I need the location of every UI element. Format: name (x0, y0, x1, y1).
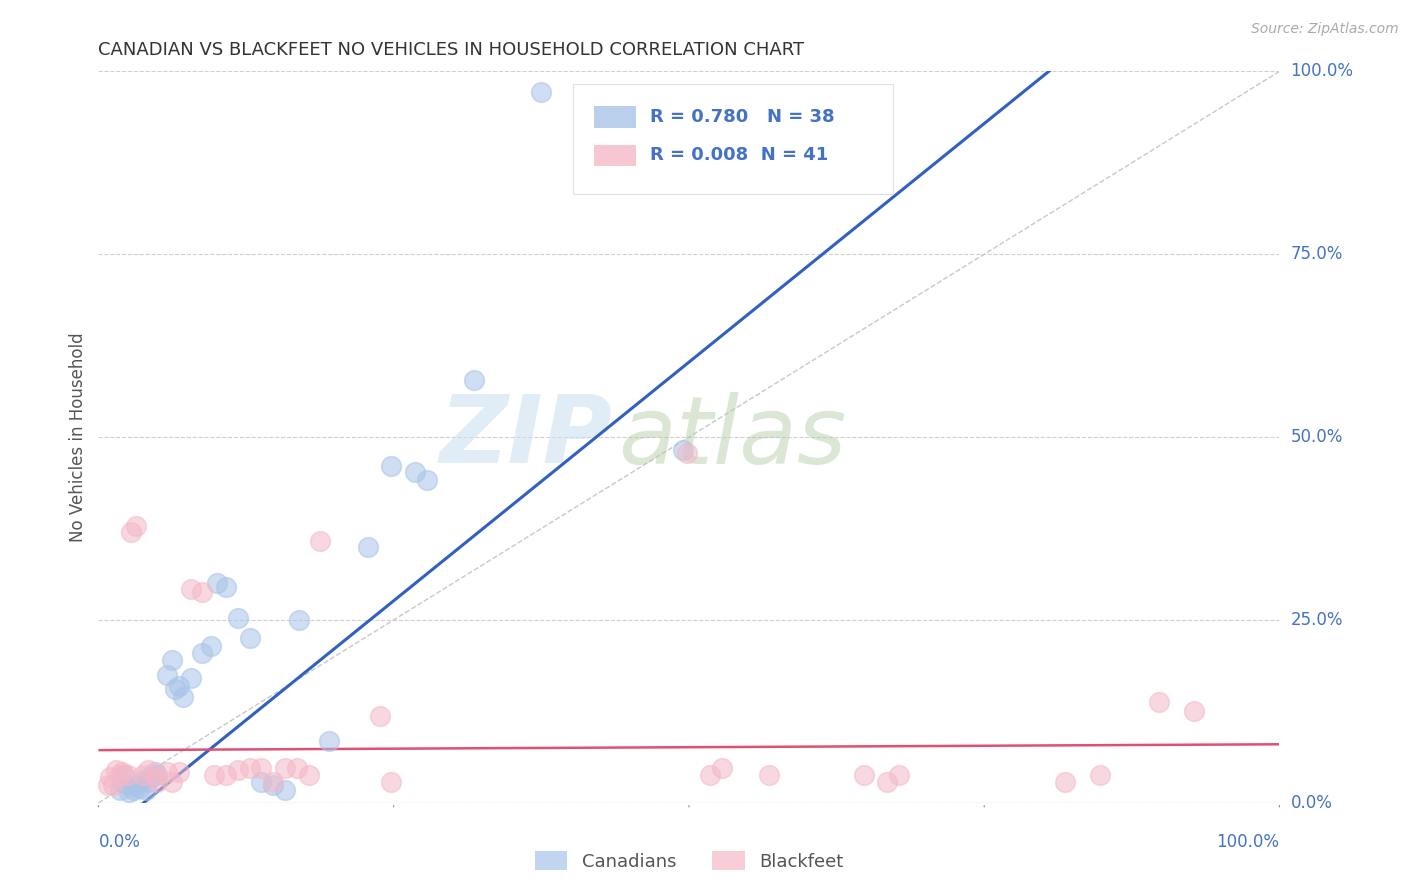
Point (111, 765, 134, 780)
Point (463, 373, 485, 387)
Text: R = 0.780   N = 38: R = 0.780 N = 38 (650, 108, 835, 126)
Point (1053, 775, 1076, 789)
Point (108, 782, 131, 797)
Point (368, 709, 391, 723)
Point (205, 576, 228, 591)
Point (239, 761, 262, 775)
Point (876, 775, 898, 789)
Point (146, 768, 169, 782)
Point (202, 768, 225, 782)
Point (167, 765, 190, 780)
Point (156, 765, 179, 780)
FancyBboxPatch shape (574, 84, 893, 194)
Point (250, 775, 273, 789)
Point (226, 611, 249, 625)
Text: 100.0%: 100.0% (1291, 62, 1354, 80)
Point (380, 459, 402, 474)
Text: 0.0%: 0.0% (98, 833, 141, 851)
Point (239, 632, 262, 646)
Point (97, 778, 120, 792)
Point (200, 639, 222, 653)
Point (191, 585, 214, 599)
FancyBboxPatch shape (595, 145, 636, 167)
Point (262, 775, 284, 789)
Point (131, 773, 153, 788)
Point (112, 768, 135, 782)
Point (309, 533, 332, 548)
Text: 25.0%: 25.0% (1291, 611, 1343, 629)
Point (1184, 705, 1206, 719)
Point (711, 761, 734, 775)
Point (118, 785, 141, 799)
Point (672, 443, 695, 458)
Point (156, 667, 179, 681)
Point (357, 540, 380, 554)
Point (699, 768, 721, 782)
FancyBboxPatch shape (595, 106, 636, 128)
Point (132, 768, 155, 782)
Text: Source: ZipAtlas.com: Source: ZipAtlas.com (1251, 22, 1399, 37)
Text: 75.0%: 75.0% (1291, 245, 1343, 263)
Text: atlas: atlas (619, 392, 846, 483)
Point (136, 763, 159, 777)
Point (274, 761, 297, 775)
Point (125, 519, 148, 533)
Point (262, 778, 284, 792)
Point (125, 778, 148, 792)
Point (250, 761, 273, 775)
Text: R = 0.008  N = 41: R = 0.008 N = 41 (650, 146, 828, 164)
Point (117, 768, 139, 782)
Point (675, 446, 697, 460)
Point (160, 653, 183, 667)
Point (121, 525, 143, 540)
Point (758, 768, 780, 782)
Point (889, 768, 911, 782)
Point (136, 775, 159, 789)
Text: 100.0%: 100.0% (1216, 833, 1279, 851)
Point (122, 782, 145, 797)
Point (160, 775, 183, 789)
Text: 50.0%: 50.0% (1291, 428, 1343, 446)
Point (226, 763, 249, 777)
Point (111, 775, 134, 789)
Point (180, 672, 202, 686)
Point (1147, 695, 1170, 709)
Point (108, 768, 131, 782)
Point (852, 768, 875, 782)
Text: 0.0%: 0.0% (1291, 794, 1333, 812)
Point (285, 761, 308, 775)
Point (101, 778, 124, 792)
Point (288, 613, 311, 627)
Point (98, 770, 121, 784)
Point (298, 768, 321, 782)
Point (1088, 768, 1111, 782)
Text: CANADIAN VS BLACKFEET NO VEHICLES IN HOUSEHOLD CORRELATION CHART: CANADIAN VS BLACKFEET NO VEHICLES IN HOU… (98, 41, 804, 59)
Y-axis label: No Vehicles in Household: No Vehicles in Household (69, 332, 87, 542)
Point (172, 690, 194, 704)
Point (274, 782, 297, 797)
Point (318, 733, 340, 747)
Point (191, 646, 214, 660)
Text: ZIP: ZIP (439, 391, 612, 483)
Point (530, 85, 553, 99)
Point (121, 780, 143, 794)
Point (143, 765, 166, 780)
Point (105, 763, 128, 777)
Point (165, 682, 187, 697)
Point (139, 770, 162, 784)
Point (180, 582, 202, 597)
Point (215, 768, 238, 782)
Point (380, 775, 402, 789)
Legend: Canadians, Blackfeet: Canadians, Blackfeet (527, 844, 851, 878)
Point (215, 580, 238, 594)
Point (128, 781, 150, 796)
Point (404, 465, 426, 479)
Point (167, 679, 190, 693)
Point (135, 782, 157, 797)
Point (143, 768, 166, 782)
Point (416, 473, 439, 487)
Point (146, 775, 169, 789)
